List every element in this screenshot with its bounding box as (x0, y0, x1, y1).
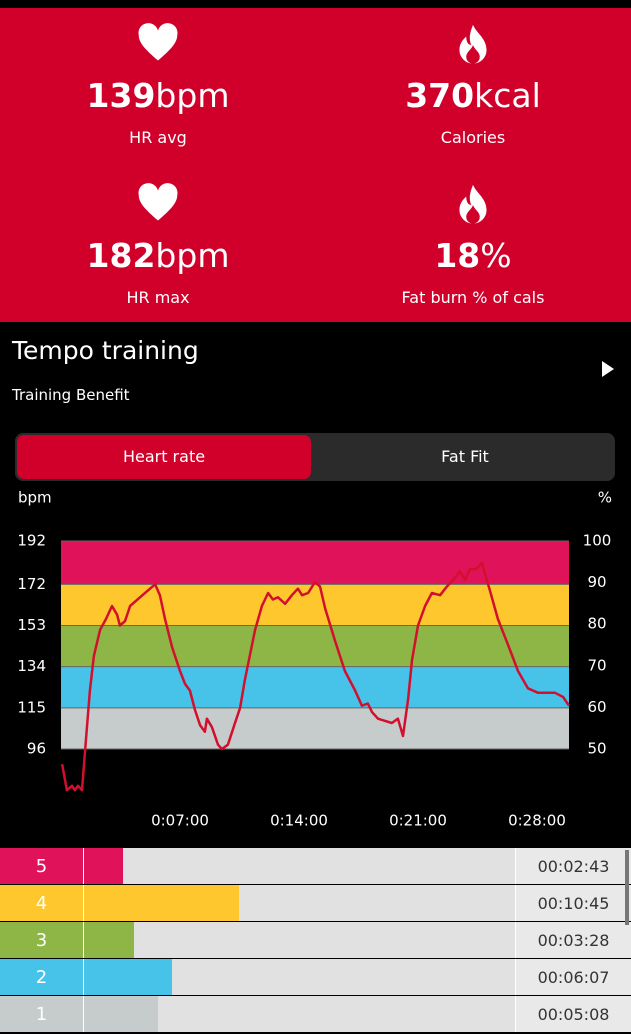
y2-tick-label: 60 (587, 698, 606, 716)
status-bar (0, 0, 631, 8)
zone-row: 3 00:03:28 (0, 922, 631, 958)
y2-tick-label: 90 (587, 573, 606, 591)
x-tick-label: 0:07:00 (151, 812, 209, 830)
zone-number: 5 (0, 848, 83, 884)
zone-band (61, 625, 569, 667)
y-tick-label: 192 (17, 532, 46, 550)
zone-bar (84, 885, 240, 921)
y2-tick-label: 50 (587, 740, 606, 758)
heart-rate-chart: bpm % 96 115 134 153 172 192 50 60 70 80 90 100 0:07:0… (17, 489, 612, 830)
open-arrow[interactable] (600, 360, 616, 378)
x-tick-label: 0:14:00 (270, 812, 328, 830)
stat-value: 370kcal (405, 76, 541, 115)
x-tick-label: 0:21:00 (389, 812, 447, 830)
stat-value: 182bpm (86, 236, 230, 275)
stat-value: 139bpm (86, 76, 230, 115)
heart-icon (138, 183, 178, 221)
y2-tick-label: 70 (587, 656, 606, 674)
zone-number: 3 (0, 922, 83, 958)
zone-bar (84, 959, 173, 995)
zone-number: 4 (0, 885, 83, 921)
y-axis-label: bpm (18, 489, 52, 507)
y-tick-label: 153 (17, 616, 46, 634)
stat-label: Fat burn % of cals (401, 288, 545, 307)
x-tick-label: 0:28:00 (508, 812, 566, 830)
zone-track (84, 848, 515, 884)
tab[interactable]: Fat Fit (441, 447, 489, 466)
zone-bar (84, 922, 134, 958)
zone-row: 5 00:02:43 (0, 848, 631, 884)
zone-number: 2 (0, 959, 83, 995)
zone-bar (84, 848, 124, 884)
hr-line (60, 561, 571, 792)
stat-label: HR avg (129, 128, 187, 147)
zone-row: 2 00:06:07 (0, 959, 631, 995)
zone-row: 1 00:05:08 (0, 996, 631, 1032)
zone-time: 00:05:08 (516, 996, 631, 1032)
stat-label: HR max (126, 288, 190, 307)
zone-row: 4 00:10:45 (0, 885, 631, 921)
flame-icon (459, 24, 487, 64)
y2-tick-label: 100 (583, 532, 612, 550)
workout-subtitle: Training Benefit (12, 386, 130, 404)
y-tick-label: 134 (17, 657, 46, 675)
stats-panel: 139bpm HR avg 370kcal Calories 182bpm HR… (0, 8, 631, 322)
zone-time: 00:06:07 (516, 959, 631, 995)
zone-number: 1 (0, 996, 83, 1032)
flame-icon (459, 184, 487, 224)
zone-time: 00:03:28 (516, 922, 631, 958)
zone-bar (84, 996, 159, 1032)
stat-value: 18% (434, 236, 512, 275)
zone-band (61, 541, 569, 585)
heart-icon (138, 23, 178, 61)
y2-tick-label: 80 (587, 615, 606, 633)
zone-band (61, 666, 569, 708)
zone-time: 00:10:45 (516, 885, 631, 921)
y-tick-label: 172 (17, 575, 46, 593)
y2-axis-label: % (598, 489, 612, 507)
stat-label: Calories (440, 128, 506, 147)
tab-active[interactable]: Heart rate (17, 435, 311, 479)
zone-track (84, 922, 515, 958)
scrollbar (625, 850, 629, 925)
workout-title: Tempo training (12, 336, 199, 365)
tab-bar: Heart rate Fat Fit (15, 433, 615, 481)
zone-time: 00:02:43 (516, 848, 631, 884)
y-tick-label: 115 (17, 698, 46, 716)
zone-band (61, 707, 569, 749)
y-tick-label: 96 (27, 740, 46, 758)
